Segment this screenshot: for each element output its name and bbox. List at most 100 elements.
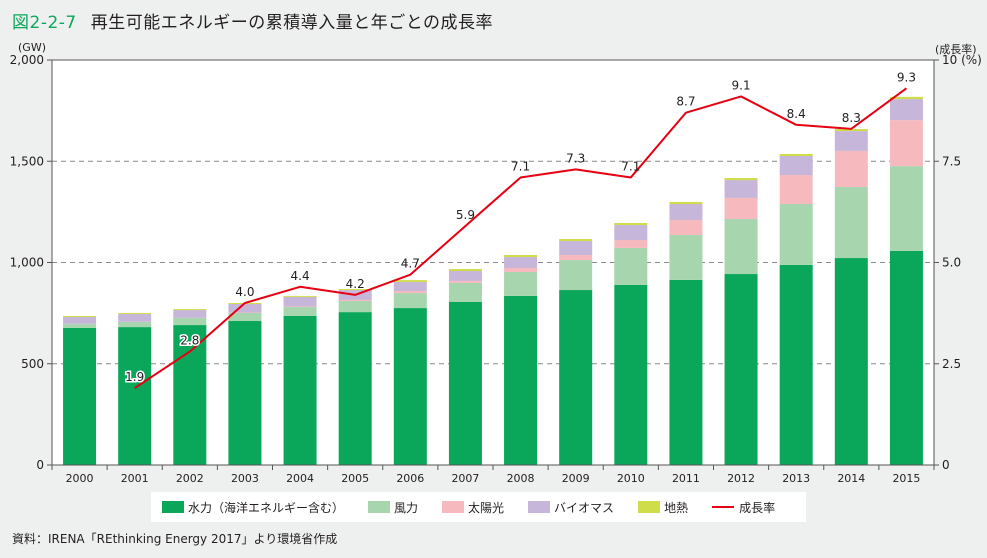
bar-segment [393, 291, 427, 294]
bar-segment [779, 155, 813, 176]
left-tick-label: 1,000 [10, 256, 44, 270]
growth-rate-label: 4.0 [235, 285, 254, 299]
bar-segment [834, 186, 868, 259]
growth-rate-label: 5.9 [456, 208, 475, 222]
x-tick-label: 2001 [121, 472, 149, 485]
right-axis-unit: (成長率) [935, 43, 977, 56]
bar-segment [448, 301, 482, 465]
figure-number: 図2-2-7 [12, 13, 77, 33]
chart-svg: 0 500 1,000 1,500 2,000 0 2.5 5.0 7.5 10 (%) 2000 2… [10, 53, 982, 485]
bar-segment [834, 258, 868, 465]
left-tick-label: 0 [36, 458, 44, 472]
bar-segment [283, 307, 317, 316]
legend: 水力（海洋エネルギー含む） 風力 太陽光 バイオマス 地熱 成長率 [151, 492, 806, 522]
bar-segment [834, 131, 868, 151]
left-tick-label: 1,500 [10, 154, 44, 168]
bar-segment [228, 304, 262, 313]
right-tick-label: 7.5 [942, 154, 961, 168]
x-tick-label: 2013 [782, 472, 810, 485]
x-tick-label: 2015 [892, 472, 920, 485]
legend-swatch-geothermal [638, 501, 661, 513]
x-tick-label: 2014 [837, 472, 865, 485]
x-tick-label: 2012 [727, 472, 755, 485]
growth-rate-label: 4.7 [401, 257, 420, 271]
growth-rate-label: 9.1 [732, 78, 751, 92]
bar-segment [669, 234, 703, 280]
bar-segment [669, 219, 703, 235]
bar-segment [63, 316, 97, 324]
bar-segment [393, 293, 427, 309]
x-tick-label: 2003 [231, 472, 259, 485]
bar-segment [779, 264, 813, 465]
chart-title: 図2-2-7 再生可能エネルギーの累積導入量と年ごとの成長率 [12, 8, 493, 33]
growth-rate-label: 7.1 [511, 159, 530, 173]
legend-label: 成長率 [739, 500, 776, 515]
bar-segment [173, 317, 207, 326]
bar-segment [889, 120, 923, 167]
bar-segment [118, 313, 152, 322]
bar-segment [283, 296, 317, 307]
bar-segment [63, 315, 97, 317]
bar-segment [393, 280, 427, 282]
bar-segment [283, 306, 317, 308]
bar-segment [614, 223, 648, 226]
legend-swatch-solar [442, 501, 465, 513]
growth-rate-label: 8.7 [676, 95, 695, 109]
bar-segment [614, 247, 648, 285]
bar-segment [669, 201, 703, 204]
growth-rate-label: 4.2 [346, 277, 365, 291]
bar-segment [504, 272, 538, 296]
x-tick-label: 2009 [562, 472, 590, 485]
figure-title: 再生可能エネルギーの累積導入量と年ごとの成長率 [90, 13, 494, 33]
legend-label: 水力（海洋エネルギー含む） [188, 500, 345, 515]
bar-segment [283, 315, 317, 465]
bar-segment [448, 268, 482, 272]
legend-label: 太陽光 [468, 500, 505, 515]
bar-segment [669, 203, 703, 220]
bar-segment [338, 300, 372, 313]
left-tick-label: 500 [21, 357, 44, 371]
bar-segment [504, 255, 538, 258]
growth-rate-label: 2.8 [180, 334, 199, 348]
x-tick-label: 2005 [341, 472, 369, 485]
bar-segment [724, 274, 758, 465]
bar-segment [448, 282, 482, 302]
x-tick-label: 2004 [286, 472, 314, 485]
bar-segment [559, 255, 593, 261]
bar-segment [559, 260, 593, 291]
bar-segment [63, 327, 97, 465]
legend-line-growth-rate [712, 506, 735, 508]
legend-label: 風力 [394, 500, 419, 515]
x-tick-label: 2007 [451, 472, 479, 485]
bar-segment [504, 267, 538, 273]
x-tick-label: 2008 [507, 472, 535, 485]
bar-segment [779, 153, 813, 156]
bar-segment [448, 280, 482, 283]
x-tick-label: 2010 [617, 472, 645, 485]
bar-segment [889, 166, 923, 251]
left-axis-unit: (GW) [18, 41, 46, 54]
bar-segment [889, 96, 923, 100]
bar-segment [834, 150, 868, 187]
bar-segment [504, 257, 538, 268]
legend-label: バイオマス [554, 500, 615, 515]
right-tick-label: 0 [942, 458, 950, 472]
bar-segment [724, 197, 758, 219]
growth-rate-label: 8.4 [787, 107, 806, 121]
bar-segment [559, 239, 593, 242]
growth-rate-label: 1.9 [125, 370, 144, 384]
bar-segment [338, 312, 372, 465]
bar-segment [669, 279, 703, 465]
bar-segment [779, 175, 813, 204]
bar-segment [614, 240, 648, 248]
bar-segment [118, 327, 152, 465]
bar-segment [889, 99, 923, 121]
bar-segment [724, 218, 758, 275]
x-tick-label: 2000 [66, 472, 94, 485]
growth-rate-label: 7.3 [566, 151, 585, 165]
bar-segment [393, 308, 427, 465]
bar-segment [834, 129, 868, 132]
right-tick-label: 2.5 [942, 357, 961, 371]
bar-segment [173, 325, 207, 465]
bar-segment [118, 312, 152, 314]
